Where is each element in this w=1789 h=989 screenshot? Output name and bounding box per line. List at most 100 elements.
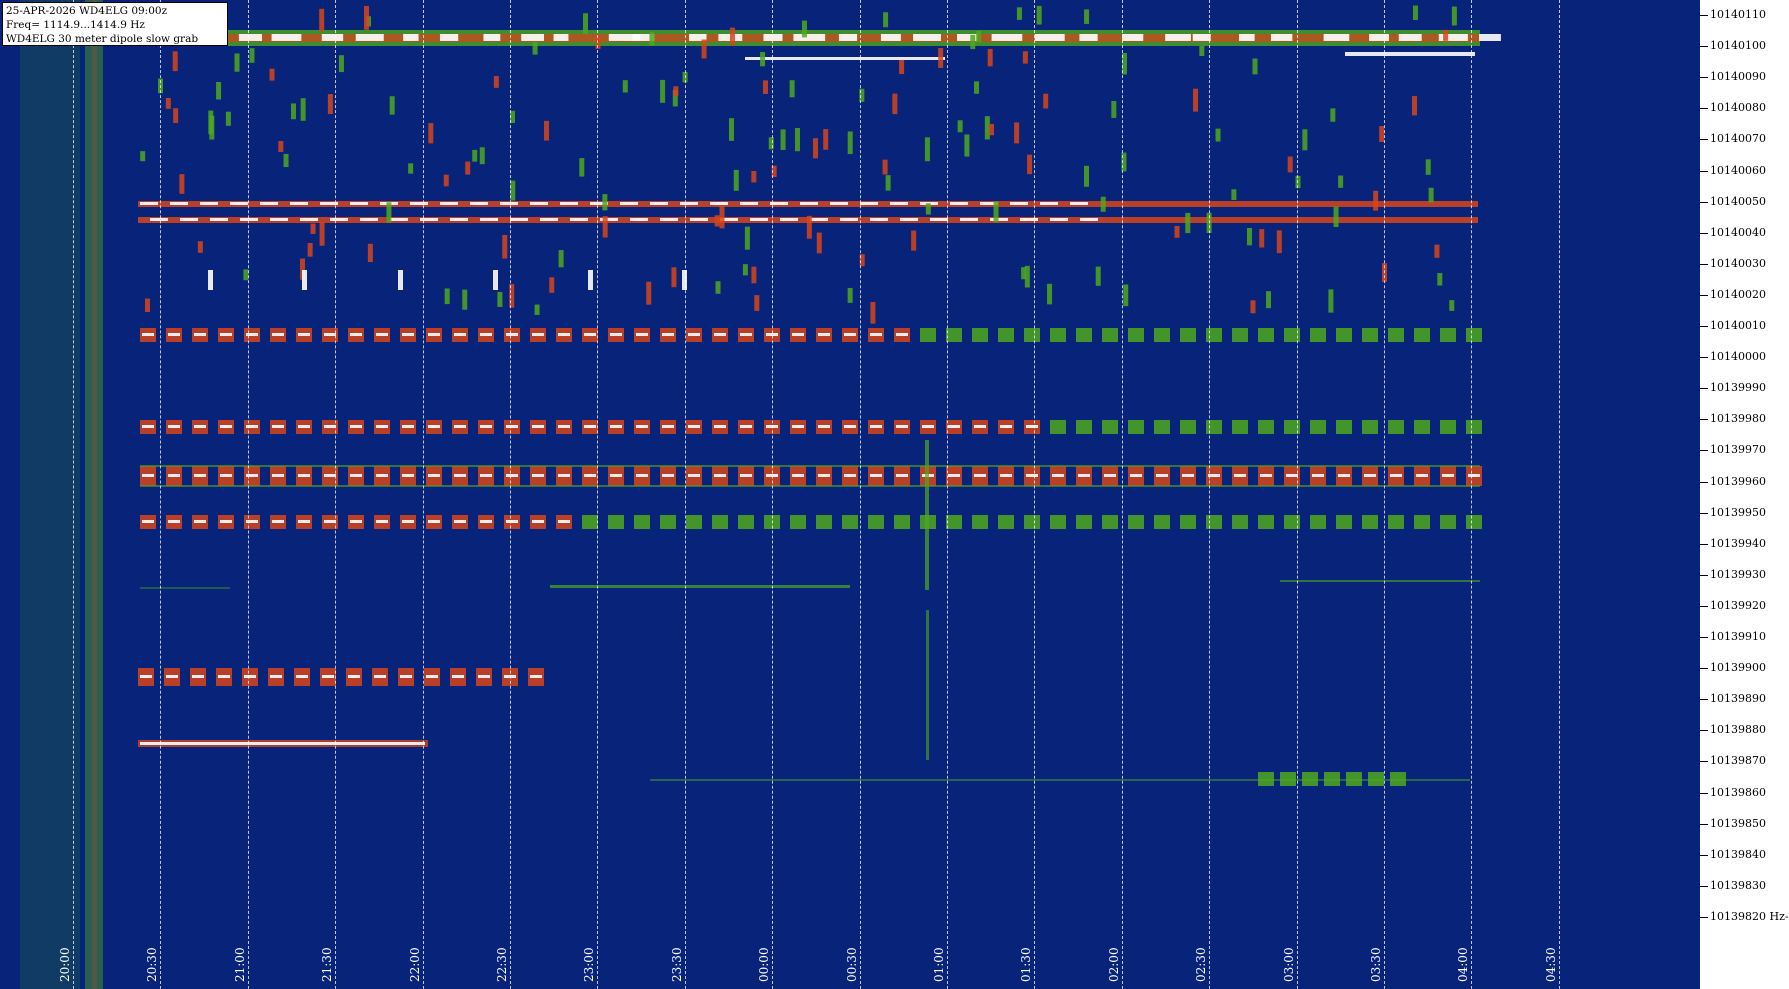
carrier-peak xyxy=(950,202,968,205)
keyed-signal xyxy=(1388,420,1404,434)
carrier-peak xyxy=(140,202,158,205)
keyed-signal xyxy=(1076,420,1092,434)
keyed-signal-peak xyxy=(1130,474,1142,477)
keyed-signal xyxy=(1284,515,1300,529)
keyed-signal-peak xyxy=(324,474,336,477)
keyed-signal xyxy=(1414,420,1430,434)
keyed-signal xyxy=(712,515,728,529)
keyed-signal-peak xyxy=(558,425,570,428)
signal-blip xyxy=(701,39,707,59)
keyed-signal xyxy=(1050,515,1066,529)
keyed-signal-peak xyxy=(1286,474,1298,477)
signal-blip xyxy=(622,80,628,93)
keyed-signal xyxy=(946,515,962,529)
keyed-signal-peak xyxy=(1000,425,1012,428)
waterfall-display[interactable] xyxy=(0,0,1700,989)
keyed-signal xyxy=(1180,515,1196,529)
carrier-peak xyxy=(650,202,668,205)
frequency-label: 10140010 xyxy=(1710,319,1766,332)
time-label: 22:00 xyxy=(408,947,422,982)
frequency-label: 10140050 xyxy=(1710,195,1766,208)
keyed-signal-peak xyxy=(896,425,908,428)
keyed-signal xyxy=(1076,515,1092,529)
signal-blip xyxy=(543,120,549,141)
signal-blip xyxy=(302,270,307,290)
frequency-label: 10140070 xyxy=(1710,132,1766,145)
carrier-peak xyxy=(991,34,1023,41)
keyed-signal xyxy=(1336,420,1352,434)
keyed-signal-peak xyxy=(140,675,152,678)
keyed-signal xyxy=(1206,328,1222,342)
carrier-peak xyxy=(510,218,528,221)
frequency-label: 10139850 xyxy=(1710,817,1766,830)
signal-blip xyxy=(602,194,608,211)
carrier-peak xyxy=(271,34,302,41)
frequency-tick xyxy=(1700,233,1708,234)
signal-blip xyxy=(1100,196,1106,212)
keyed-signal-peak xyxy=(194,333,206,336)
signal-blip xyxy=(582,13,588,34)
keyed-signal-peak xyxy=(818,425,830,428)
signal-blip xyxy=(938,48,944,68)
signal-blip xyxy=(964,134,970,157)
keyed-signal-peak xyxy=(428,520,440,523)
carrier-peak xyxy=(600,218,618,221)
keyed-signal-peak xyxy=(166,675,178,678)
signal-blip xyxy=(1333,206,1339,227)
frequency-tick xyxy=(1700,171,1708,172)
signal-spur xyxy=(925,440,929,590)
carrier-peak xyxy=(238,34,262,41)
carrier-peak xyxy=(1079,34,1098,41)
signal-blip xyxy=(984,116,990,140)
frequency-tick xyxy=(1700,730,1708,731)
time-label: 21:00 xyxy=(233,947,247,982)
signal-blip xyxy=(588,270,593,290)
keyed-signal-peak xyxy=(506,520,518,523)
signal-blip xyxy=(672,90,678,107)
frequency-label: 10139820 Hz- xyxy=(1710,910,1789,923)
carrier-peak xyxy=(290,202,308,205)
signal-blip xyxy=(493,270,498,290)
frequency-label: 10139870 xyxy=(1710,754,1766,767)
signal-trace xyxy=(140,742,425,745)
signal-blip xyxy=(465,161,471,175)
signal-blip xyxy=(649,32,655,46)
time-label: 02:30 xyxy=(1194,947,1208,982)
frequency-scale xyxy=(1700,0,1789,989)
carrier-peak xyxy=(980,202,998,205)
noise-band xyxy=(20,0,80,989)
keyed-signal-peak xyxy=(220,333,232,336)
signal-blip xyxy=(386,202,392,223)
keyed-signal xyxy=(1050,420,1066,434)
keyed-signal-peak xyxy=(480,425,492,428)
time-gridline xyxy=(1034,0,1035,989)
time-gridline xyxy=(1122,0,1123,989)
carrier-peak xyxy=(270,218,288,221)
signal-blip xyxy=(165,97,171,109)
frequency-tick xyxy=(1700,606,1708,607)
keyed-signal-peak xyxy=(1234,474,1246,477)
keyed-signal-peak xyxy=(246,333,258,336)
signal-blip xyxy=(719,206,725,229)
keyed-signal-peak xyxy=(142,474,154,477)
frequency-label: 10140090 xyxy=(1710,70,1766,83)
keyed-signal-peak xyxy=(168,520,180,523)
keyed-signal-peak xyxy=(714,333,726,336)
keyed-signal xyxy=(1050,328,1066,342)
carrier-peak xyxy=(439,34,459,41)
signal-blip xyxy=(208,270,213,290)
keyed-signal xyxy=(1466,420,1482,434)
carrier-peak xyxy=(483,34,501,41)
frequency-label: 10139890 xyxy=(1710,692,1766,705)
signal-blip xyxy=(1437,273,1443,286)
keyed-signal-peak xyxy=(1338,474,1350,477)
carrier-peak xyxy=(1479,34,1501,41)
signal-blip xyxy=(801,20,807,38)
signal-blip xyxy=(1425,159,1431,175)
keyed-signal-peak xyxy=(272,520,284,523)
keyed-signal xyxy=(1154,420,1170,434)
signal-spur xyxy=(926,610,929,760)
keyed-signal xyxy=(1336,515,1352,529)
carrier-line xyxy=(140,587,230,589)
keyed-signal xyxy=(1280,772,1296,786)
